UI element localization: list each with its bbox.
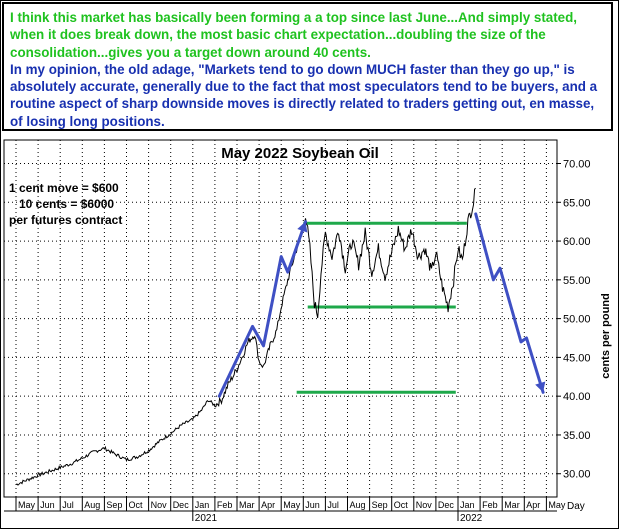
chart-title: May 2022 Soybean Oil — [221, 145, 379, 162]
year-label: 2022 — [460, 513, 483, 524]
contract-note-line2: 10 cents = $6000 — [19, 197, 115, 211]
y-tick-label: 70.00 — [563, 159, 591, 171]
x-month-label: Apr — [261, 500, 275, 510]
x-month-label: Oct — [129, 500, 144, 510]
x-month-label: May — [548, 500, 566, 510]
x-month-label: Oct — [394, 500, 409, 510]
x-month-label: Jul — [62, 500, 74, 510]
x-month-label: Jan — [460, 500, 475, 510]
x-month-label: Feb — [217, 500, 233, 510]
x-month-label: Dec — [173, 500, 190, 510]
x-month-label: Apr — [526, 500, 540, 510]
x-month-label: Sep — [372, 500, 388, 510]
y-tick-label: 45.00 — [563, 352, 591, 364]
x-month-label: May — [283, 500, 301, 510]
price-line — [15, 187, 476, 486]
y-tick-label: 50.00 — [563, 314, 591, 326]
uptrend-arrow-head — [297, 221, 308, 233]
x-month-label: Jul — [327, 500, 339, 510]
x-month-label: Nov — [151, 500, 168, 510]
x-month-label: Sep — [106, 500, 122, 510]
contract-note-line1: 1 cent move = $600 — [9, 181, 119, 195]
y-tick-label: 35.00 — [563, 430, 591, 442]
commentary-blue-text: In my opinion, the old adage, "Markets t… — [10, 61, 598, 129]
x-month-label: Aug — [84, 500, 100, 510]
x-month-label: May — [18, 500, 36, 510]
x-month-label: Feb — [482, 500, 498, 510]
projected-downtrend-arrow — [474, 212, 545, 394]
x-month-label: Dec — [438, 500, 455, 510]
year-label: 2021 — [195, 513, 218, 524]
projected-downtrend-arrow-head — [535, 381, 546, 393]
x-month-label: Mar — [504, 500, 520, 510]
x-month-label: Aug — [350, 500, 366, 510]
y-tick-label: 60.00 — [563, 236, 591, 248]
x-month-label: Nov — [416, 500, 433, 510]
x-month-label: Jun — [40, 500, 55, 510]
y-tick-label: 55.00 — [563, 275, 591, 287]
y-tick-label: 65.00 — [563, 197, 591, 209]
y-tick-label: 30.00 — [563, 469, 591, 481]
commentary-green-text: I think this market has basically been f… — [10, 10, 578, 60]
y-axis-label: cents per pound — [600, 293, 612, 379]
uptrend-arrow — [217, 220, 307, 398]
price-chart: 70.00 65.00 60.00 55.00 50.00 45.00 40.00 35.00… — [3, 139, 612, 524]
contract-note-line3: per futures contract — [9, 213, 123, 227]
x-month-label: Jan — [195, 500, 210, 510]
x-month-label: Jun — [305, 500, 320, 510]
x-axis-label: Day — [567, 501, 585, 512]
commentary-box: I think this market has basically been f… — [2, 2, 613, 131]
x-month-label: Mar — [239, 500, 255, 510]
y-tick-label: 40.00 — [563, 391, 591, 403]
